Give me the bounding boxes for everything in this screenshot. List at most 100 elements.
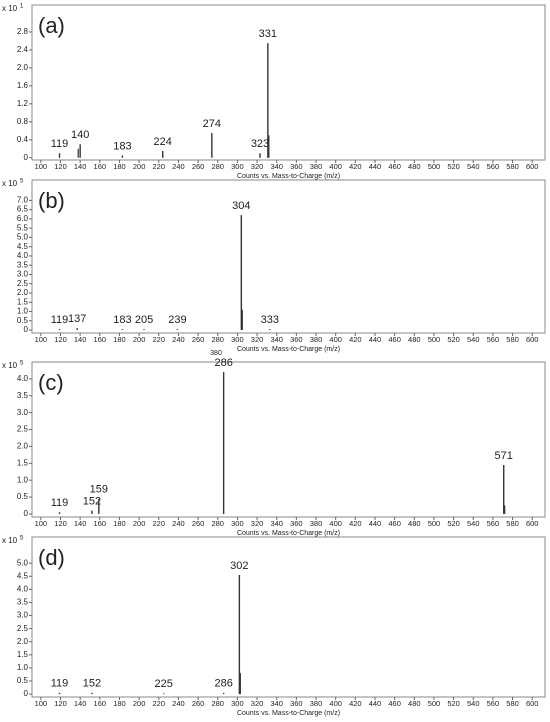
y-tick-label: 3.0 [17,270,29,279]
y-tick-label: 0.5 [17,492,29,501]
x-tick-label: 540 [467,335,480,344]
y-tick-label: 1.5 [17,650,29,659]
peak-label: 205 [135,314,153,326]
x-tick-label: 440 [369,519,382,528]
y-tick-label: 6.5 [17,205,29,214]
x-tick-label: 580 [506,519,519,528]
x-tick-label: 480 [408,335,421,344]
y-tick-label: 5.0 [17,558,29,567]
y-tick-label: 1.2 [17,99,29,108]
y-scale: x 10 [2,179,18,188]
y-tick-label: 5.5 [17,223,29,232]
x-tick-label: 280 [211,699,224,708]
y-scale: x 10 [2,361,18,370]
x-tick-label: 500 [428,519,441,528]
y-tick-label: 0 [24,325,29,334]
x-tick-label: 200 [133,699,146,708]
x-tick-label: 220 [153,335,166,344]
y-tick-label: 4.5 [17,571,29,580]
y-tick-label: 1.0 [17,307,29,316]
peak-label: 152 [83,495,101,507]
y-tick-label: 4.0 [17,584,29,593]
peak-label: 286 [214,678,232,690]
y-tick-label: 3.5 [17,260,29,269]
y-tick-label: 3.5 [17,598,29,607]
x-tick-label: 560 [487,519,500,528]
x-tick-label: 260 [192,162,205,171]
peak-label: 286 [214,357,232,369]
x-tick-label: 560 [487,699,500,708]
y-tick-label: 2.5 [17,624,29,633]
x-tick-label: 160 [94,335,107,344]
x-tick-label: 440 [369,335,382,344]
x-tick-label: 280 [211,519,224,528]
y-tick-label: 0 [24,153,29,162]
x-tick-label: 460 [388,699,401,708]
y-scale: x 10 [2,536,18,545]
x-tick-label: 580 [506,162,519,171]
x-tick-label: 560 [487,162,500,171]
y-tick-label: 2.0 [17,288,29,297]
x-tick-label: 480 [408,519,421,528]
y-exponent: 5 [20,179,24,185]
x-axis-label: Counts vs. Mass-to-Charge (m/z) [237,346,340,353]
plot-frame [31,536,546,698]
x-tick-label: 580 [506,335,519,344]
peak-label: 225 [155,678,173,690]
x-tick-label: 460 [388,519,401,528]
x-tick-label: 580 [506,699,519,708]
x-tick-label: 360 [290,699,303,708]
x-tick-label: 400 [329,699,342,708]
y-scale: x 10 [2,4,18,13]
x-tick-label: 360 [290,335,303,344]
x-tick-label: 440 [369,699,382,708]
x-tick-label: 100 [35,162,48,171]
y-tick-label: 4.0 [17,251,29,260]
y-tick-label: 0.8 [17,117,29,126]
y-tick-label: 2.4 [17,45,29,54]
x-tick-label: 120 [54,519,67,528]
x-tick-label: 500 [428,699,441,708]
x-tick-label: 240 [172,699,185,708]
x-tick-label: 300 [231,699,244,708]
y-tick-label: 1.6 [17,81,29,90]
x-tick-label: 340 [270,162,283,171]
x-tick-label: 420 [349,335,362,344]
x-tick-label: 520 [447,162,460,171]
x-tick-label: 460 [388,335,401,344]
x-tick-label: 600 [526,335,539,344]
x-tick-label: 380 [310,335,323,344]
x-tick-label: 340 [270,335,283,344]
x-tick-label: 240 [172,519,185,528]
x-tick-label: 180 [113,162,126,171]
x-tick-label: 260 [192,699,205,708]
x-tick-label: 360 [290,519,303,528]
x-tick-label: 320 [251,335,264,344]
y-tick-label: 3.0 [17,408,29,417]
y-exponent: 5 [20,361,24,367]
x-tick-label: 280 [211,162,224,171]
y-tick-label: 2.0 [17,63,29,72]
x-tick-label: 220 [153,162,166,171]
y-exponent: 5 [20,536,24,542]
panel-label: (d) [38,545,65,570]
y-tick-label: 2.5 [17,425,29,434]
x-tick-label: 140 [74,699,87,708]
x-tick-label: 420 [349,519,362,528]
x-axis-label: Counts vs. Mass-to-Charge (m/z) [237,173,340,180]
x-tick-label: 320 [251,162,264,171]
x-tick-label: 600 [526,699,539,708]
x-tick-label: 180 [113,519,126,528]
peak-label: 304 [232,200,250,212]
y-tick-label: 7.0 [17,195,29,204]
peak-label: 331 [259,28,277,40]
peak-label: 119 [51,678,69,690]
x-tick-label: 220 [153,699,166,708]
peak-label: 323 [251,138,269,150]
x-tick-label: 160 [94,519,107,528]
peak-label: 224 [154,136,172,148]
x-tick-label: 520 [447,335,460,344]
x-tick-label: 220 [153,519,166,528]
x-tick-label: 140 [74,519,87,528]
x-tick-label: 380 [310,162,323,171]
